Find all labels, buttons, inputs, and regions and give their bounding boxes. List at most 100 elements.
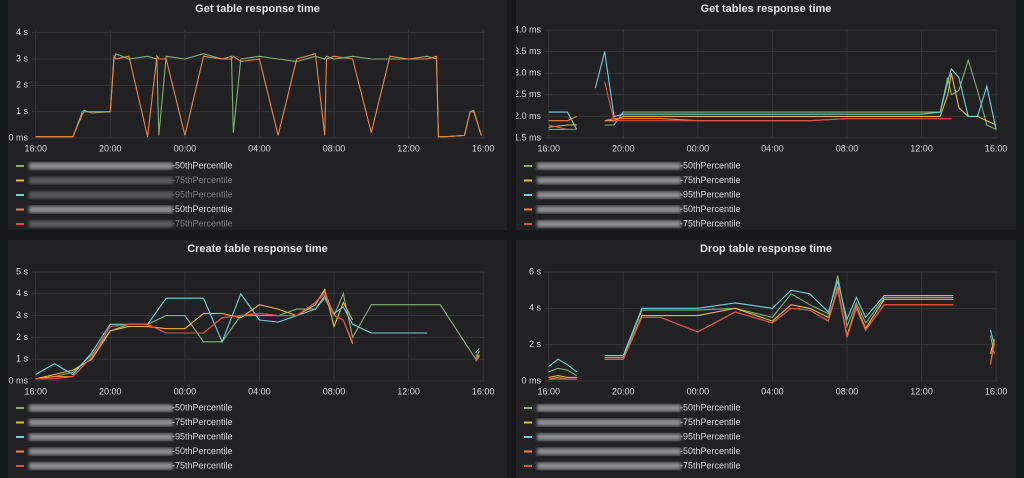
y-tick-label: 2 s (16, 332, 29, 342)
y-tick-label: 1 s (16, 354, 29, 364)
legend-redacted (537, 462, 681, 470)
legend-redacted (537, 162, 681, 170)
legend-label: -50thPercentile (172, 204, 233, 214)
x-tick-label: 20:00 (612, 143, 635, 153)
y-tick-label: 3.5 ms (514, 46, 542, 56)
series-line (604, 275, 954, 358)
x-tick-label: 20:00 (99, 143, 122, 153)
legend-redacted (29, 177, 173, 184)
legend-redacted (29, 433, 173, 441)
x-tick-label: 12:00 (910, 386, 933, 396)
x-tick-label: 16:00 (537, 143, 560, 153)
panel-background (516, 240, 1016, 478)
y-tick-label: 4 s (16, 288, 29, 298)
x-tick-label: 16:00 (985, 143, 1008, 153)
x-tick-label: 00:00 (687, 386, 710, 396)
legend-label: -75thPercentile (680, 417, 741, 427)
x-tick-label: 12:00 (397, 143, 420, 153)
y-tick-label: 0 ms (521, 375, 541, 385)
x-tick-label: 16:00 (472, 143, 495, 153)
x-tick-label: 00:00 (687, 143, 710, 153)
y-tick-label: 0 ms (8, 132, 28, 142)
x-tick-label: 20:00 (612, 386, 635, 396)
y-tick-label: 2.0 ms (514, 111, 542, 121)
legend-redacted (29, 448, 173, 455)
legend-redacted (537, 404, 681, 412)
legend-label: -50thPercentile (680, 446, 741, 456)
legend-redacted (537, 419, 681, 426)
legend-label: -50thPercentile (680, 402, 741, 412)
y-tick-label: 3 s (16, 310, 29, 320)
series-line (35, 292, 354, 380)
series-line (604, 58, 997, 130)
y-tick-label: 4 s (16, 27, 29, 37)
legend-label: -75thPercentile (680, 175, 741, 185)
series-line (604, 290, 954, 360)
series-line (604, 81, 952, 122)
y-tick-label: 2.5 ms (514, 89, 542, 99)
panel-title: Drop table response time (700, 243, 832, 255)
panel: Create table response time 0 ms 1 s 2 s 3 s 4… (8, 240, 507, 478)
y-tick-label: 1.5 ms (514, 132, 542, 142)
x-tick-label: 12:00 (397, 386, 420, 396)
series-line (475, 356, 480, 362)
legend-label: -50thPercentile (680, 204, 741, 214)
series-line (548, 115, 577, 122)
legend-label: -75thPercentile (172, 460, 233, 470)
x-tick-label: 00:00 (174, 386, 197, 396)
x-tick-label: 04:00 (761, 143, 784, 153)
x-tick-label: 08:00 (836, 143, 859, 153)
x-tick-label: 00:00 (174, 143, 197, 153)
x-tick-label: 16:00 (472, 386, 495, 396)
legend-label: -50thPercentile (172, 402, 233, 412)
series-line (548, 124, 577, 130)
series-line (604, 73, 997, 126)
y-tick-label: 6 s (529, 266, 542, 276)
x-tick-label: 16:00 (985, 386, 1008, 396)
panel: Get table response time 0 ms 1 s 2 s 3 s 4 s 1… (8, 0, 507, 230)
legend-label: -75thPercentile (680, 460, 741, 470)
series-line (475, 347, 480, 354)
x-tick-label: 08:00 (836, 386, 859, 396)
y-tick-label: 1 s (16, 106, 29, 116)
series-line (548, 375, 577, 378)
legend-redacted (29, 162, 173, 170)
x-tick-label: 16:00 (24, 386, 47, 396)
legend-label: -75thPercentile (172, 417, 233, 427)
legend-redacted (537, 433, 681, 441)
x-tick-label: 08:00 (323, 143, 346, 153)
legend-redacted (537, 448, 681, 455)
x-tick-label: 20:00 (99, 386, 122, 396)
series-line (548, 111, 578, 130)
legend-label: -95thPercentile (172, 431, 233, 441)
series-line (548, 367, 577, 377)
legend-label: -50thPercentile (172, 446, 233, 456)
legend-label: -50thPercentile (680, 160, 741, 170)
panel-title: Get tables response time (701, 3, 832, 15)
x-tick-label: 16:00 (24, 143, 47, 153)
panel: Drop table response time 0 ms 2 s 4 s 6 s 16:… (516, 240, 1016, 478)
y-tick-label: 3 s (16, 53, 29, 63)
series-line (35, 52, 482, 138)
series-line (35, 287, 354, 380)
y-tick-label: 2 s (16, 80, 29, 90)
x-tick-label: 04:00 (761, 386, 784, 396)
legend-label: -50thPercentile (172, 160, 233, 170)
series-line (989, 344, 995, 365)
legend-redacted (29, 419, 173, 426)
y-tick-label: 0 ms (8, 375, 28, 385)
y-tick-label: 5 s (16, 266, 29, 276)
y-tick-label: 2 s (529, 339, 542, 349)
legend-redacted (537, 191, 681, 199)
panel-title: Get table response time (195, 3, 320, 15)
legend-redacted (537, 220, 681, 228)
legend-label: -75thPercentile (172, 175, 233, 185)
y-tick-label: 3.0 ms (514, 68, 542, 78)
legend-label: -95thPercentile (680, 431, 741, 441)
series-line (548, 358, 578, 373)
legend-redacted (29, 206, 173, 213)
legend-label: -95thPercentile (680, 189, 741, 199)
x-tick-label: 04:00 (248, 386, 271, 396)
series-line (35, 292, 428, 376)
